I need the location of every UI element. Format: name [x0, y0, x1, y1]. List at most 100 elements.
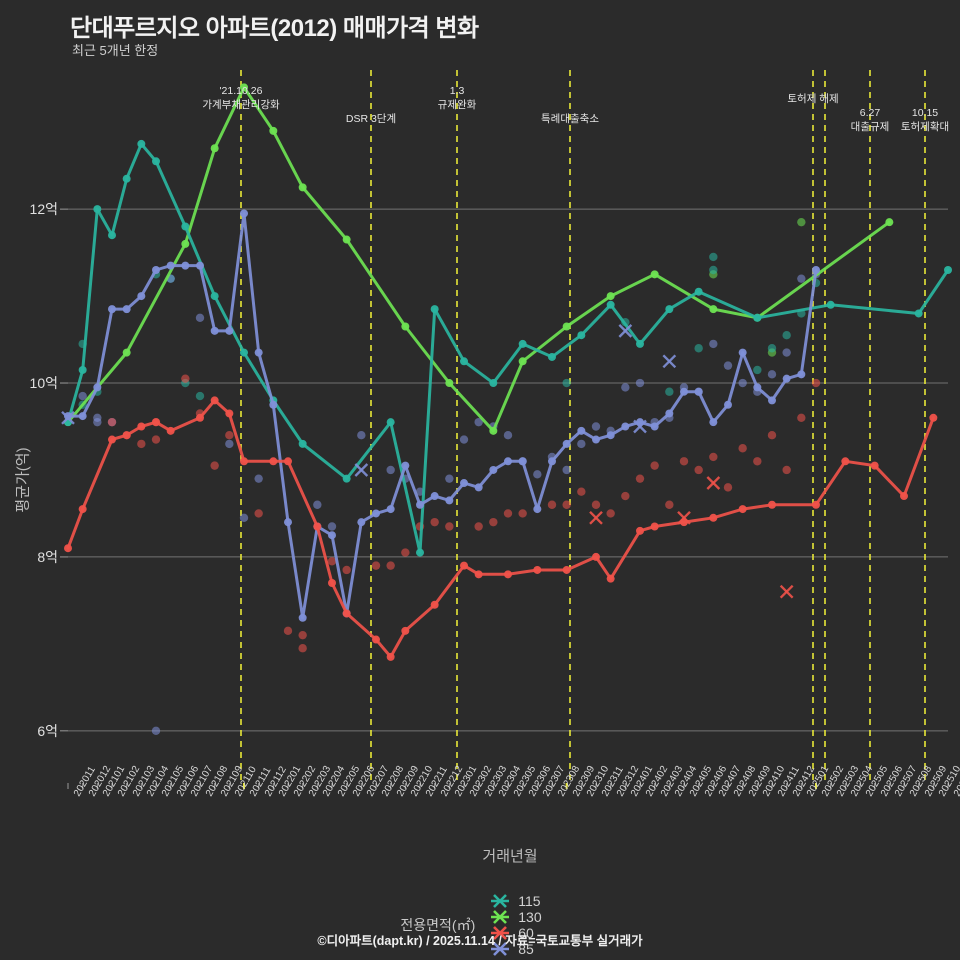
series-line-85 [66, 212, 818, 620]
annotation-label: 특례대출축소 [541, 112, 599, 126]
data-point-85 [225, 326, 234, 335]
data-point-85 [680, 387, 688, 396]
legend-item-130[interactable]: 130 [489, 909, 542, 925]
data-point-85 [460, 479, 468, 488]
data-point-85 [562, 439, 571, 448]
scatter-point-60 [679, 457, 689, 466]
scatter-point-60 [107, 417, 117, 427]
scatter-point-85 [445, 474, 454, 483]
x-marker [633, 419, 647, 434]
data-point-85 [650, 422, 659, 431]
scatter-point-60 [503, 509, 513, 518]
scatter-point-85 [239, 513, 249, 522]
data-point-60 [474, 570, 483, 579]
scatter-point-130 [797, 217, 806, 227]
data-point-115 [152, 157, 160, 166]
legend-label: 60 [518, 925, 534, 941]
scatter-point-60 [386, 561, 395, 570]
scatter-point-115 [665, 387, 674, 396]
data-point-130 [518, 357, 527, 366]
data-point-85 [93, 383, 102, 392]
x-axis-label: 거래년월 [482, 848, 538, 865]
data-point-85 [108, 305, 116, 314]
annotation-label: 토허제 해제 [787, 92, 838, 106]
x-marker [662, 354, 677, 369]
chart-title: 단대푸르지오 아파트(2012) 매매가격 변화 [70, 15, 479, 42]
data-point-60 [738, 505, 747, 514]
data-point-60 [401, 626, 410, 635]
data-point-60 [504, 570, 512, 579]
data-point-85 [621, 422, 630, 431]
data-point-85 [328, 531, 336, 540]
data-point-85 [298, 613, 307, 622]
data-point-85 [401, 461, 410, 470]
scatter-point-85 [93, 417, 102, 427]
scatter-point-85 [225, 439, 234, 449]
x-marker [779, 584, 794, 599]
scatter-point-115 [782, 331, 791, 340]
data-point-85 [489, 465, 498, 474]
data-point-130 [181, 239, 190, 248]
data-point-85 [694, 387, 703, 396]
legend-item-60[interactable]: 60 [489, 925, 541, 941]
chart-subtitle: 최근 5개년 한정 [72, 43, 159, 58]
scatter-point-60 [430, 517, 439, 527]
data-point-115 [577, 331, 586, 340]
data-point-60 [841, 457, 850, 466]
data-point-85 [709, 418, 718, 427]
data-point-60 [64, 544, 72, 553]
scatter-point-115 [709, 265, 718, 275]
y-tick-label: 6억 [37, 722, 58, 739]
scatter-point-85 [782, 348, 791, 357]
data-point-85 [196, 261, 204, 270]
scatter-point-115 [767, 344, 777, 353]
data-point-60 [108, 435, 116, 444]
data-point-130 [269, 126, 278, 135]
scatter-point-115 [753, 365, 762, 375]
legend-items: 115 130 60 85 [489, 893, 559, 957]
legend-marker-icon [489, 941, 511, 957]
y-axis-label: 평균가(억) [14, 447, 32, 513]
scatter-point-60 [650, 461, 659, 470]
scatter-point-60 [401, 548, 410, 557]
data-point-85 [269, 400, 278, 409]
legend: 전용면적(㎡) 115 130 60 85 [0, 893, 960, 957]
data-point-115 [416, 548, 424, 557]
scatter-point-60 [709, 452, 718, 462]
data-point-60 [372, 635, 380, 644]
data-point-115 [181, 222, 190, 231]
annotation-label: '21.10.26 가계부채관리강화 [202, 84, 279, 112]
scatter-point-60 [621, 491, 630, 501]
scatter-point-85 [474, 417, 483, 427]
data-point-130 [606, 292, 615, 301]
legend-marker-icon [489, 925, 511, 941]
data-point-60 [606, 574, 615, 583]
annotation-text: 대출규제 [850, 121, 890, 133]
data-point-115 [386, 418, 395, 427]
scatter-point-60 [694, 465, 703, 475]
data-point-85 [724, 400, 732, 409]
data-point-115 [826, 300, 835, 309]
scatter-point-85 [738, 378, 747, 388]
data-point-60 [386, 652, 395, 661]
data-point-130 [122, 348, 131, 357]
scatter-point-60 [181, 374, 190, 383]
legend-item-115[interactable]: 115 [489, 893, 541, 909]
data-point-85 [753, 383, 762, 392]
legend-label: 115 [518, 893, 541, 909]
annotation-text: 특례대출축소 [541, 113, 599, 125]
data-point-60 [152, 418, 160, 427]
legend-item-85[interactable]: 85 [489, 941, 541, 957]
scatter-point-60 [635, 474, 645, 483]
data-point-130 [342, 235, 351, 244]
data-point-115 [137, 139, 146, 148]
data-point-60 [269, 457, 278, 466]
data-point-130 [562, 322, 571, 331]
data-point-85 [64, 412, 72, 421]
scatter-point-60 [489, 517, 498, 527]
data-point-60 [78, 505, 87, 514]
scatter-point-115 [562, 378, 571, 388]
data-point-85 [782, 374, 791, 383]
scatter-point-60 [137, 439, 146, 449]
data-point-60 [225, 409, 234, 418]
